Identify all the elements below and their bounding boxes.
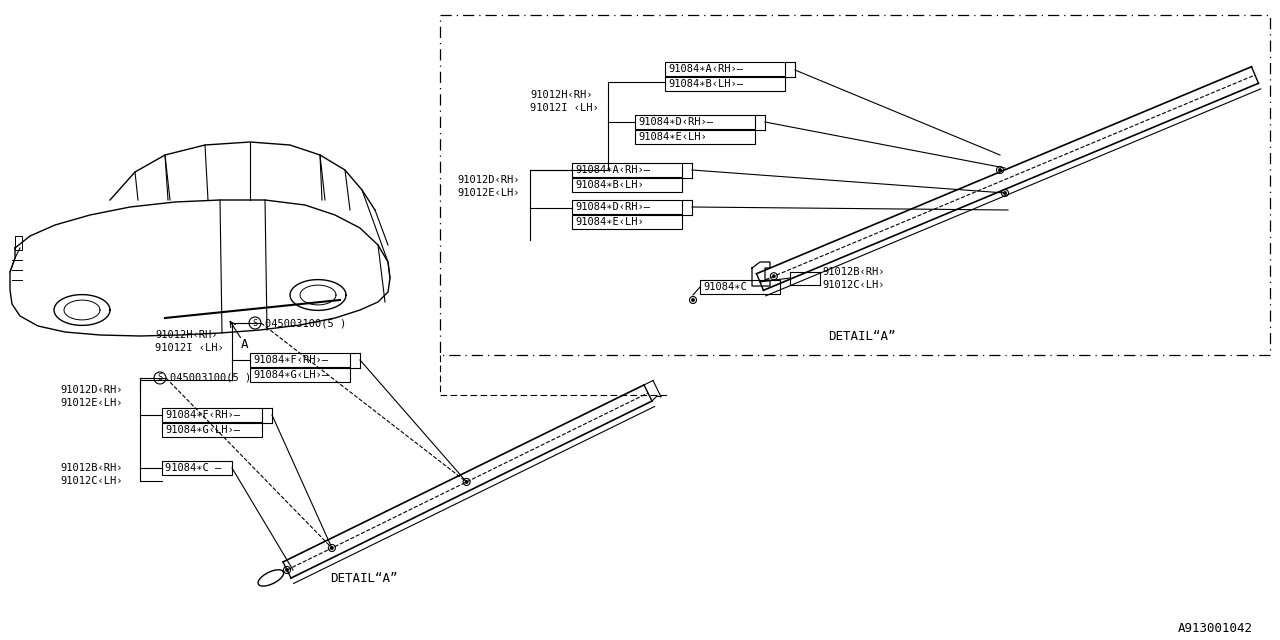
Text: 91084∗G‹LH›—: 91084∗G‹LH›— — [165, 425, 241, 435]
Text: DETAIL“A”: DETAIL“A” — [828, 330, 896, 342]
Text: 91084∗G‹LH›—: 91084∗G‹LH›— — [253, 370, 328, 380]
Circle shape — [1004, 192, 1006, 194]
Text: 91012D‹RH›: 91012D‹RH› — [457, 175, 520, 185]
Text: 91012B‹RH›: 91012B‹RH› — [60, 463, 123, 473]
Bar — [572, 178, 682, 192]
Text: 91012C‹LH›: 91012C‹LH› — [822, 280, 884, 290]
Circle shape — [998, 169, 1001, 171]
Bar — [666, 62, 785, 76]
Text: 91012D‹RH›: 91012D‹RH› — [60, 385, 123, 395]
Text: 91084∗A‹RH›—: 91084∗A‹RH›— — [668, 64, 742, 74]
Bar — [163, 423, 262, 437]
Text: 91084∗E‹LH›: 91084∗E‹LH› — [637, 132, 707, 142]
Bar — [572, 215, 682, 229]
Bar — [635, 130, 755, 144]
Text: A: A — [241, 339, 248, 351]
Bar — [572, 163, 682, 177]
Text: 91084∗B‹LH›: 91084∗B‹LH› — [575, 180, 644, 190]
Bar — [250, 353, 349, 367]
Text: 91012E‹LH›: 91012E‹LH› — [457, 188, 520, 198]
Bar — [163, 461, 232, 475]
Text: 91084∗D‹RH›—: 91084∗D‹RH›— — [575, 202, 650, 212]
Text: 91012H‹RH›: 91012H‹RH› — [155, 330, 218, 340]
Text: 91084∗B‹LH›—: 91084∗B‹LH›— — [668, 79, 742, 89]
Bar — [250, 368, 349, 382]
Text: 91012E‹LH›: 91012E‹LH› — [60, 398, 123, 408]
Text: A913001042: A913001042 — [1178, 621, 1253, 634]
Bar — [666, 77, 785, 91]
Text: 91084∗F‹RH›—: 91084∗F‹RH›— — [165, 410, 241, 420]
Text: 91012I ‹LH›: 91012I ‹LH› — [155, 343, 224, 353]
Text: 91084∗C: 91084∗C — [703, 282, 746, 292]
Bar — [700, 280, 780, 294]
Bar — [572, 200, 682, 214]
Text: 91012I ‹LH›: 91012I ‹LH› — [530, 103, 599, 113]
Circle shape — [691, 299, 694, 301]
Text: 045003100(5 ): 045003100(5 ) — [265, 318, 347, 328]
Circle shape — [466, 481, 467, 483]
Circle shape — [330, 547, 333, 549]
Text: 045003100(5 ): 045003100(5 ) — [170, 373, 251, 383]
Text: 91084∗D‹RH›—: 91084∗D‹RH›— — [637, 117, 713, 127]
Text: 91084∗C —: 91084∗C — — [165, 463, 221, 473]
Text: DETAIL“A”: DETAIL“A” — [330, 572, 398, 584]
Text: 91084∗A‹RH›—: 91084∗A‹RH›— — [575, 165, 650, 175]
Text: S: S — [252, 319, 257, 328]
Text: 91012C‹LH›: 91012C‹LH› — [60, 476, 123, 486]
Text: 91012H‹RH›: 91012H‹RH› — [530, 90, 593, 100]
Circle shape — [773, 275, 774, 277]
Circle shape — [285, 569, 288, 571]
Text: S: S — [157, 374, 163, 383]
Bar — [635, 115, 755, 129]
Text: 91084∗E‹LH›: 91084∗E‹LH› — [575, 217, 644, 227]
Bar — [163, 408, 262, 422]
Text: 91084∗F‹RH›—: 91084∗F‹RH›— — [253, 355, 328, 365]
Text: 91012B‹RH›: 91012B‹RH› — [822, 267, 884, 277]
